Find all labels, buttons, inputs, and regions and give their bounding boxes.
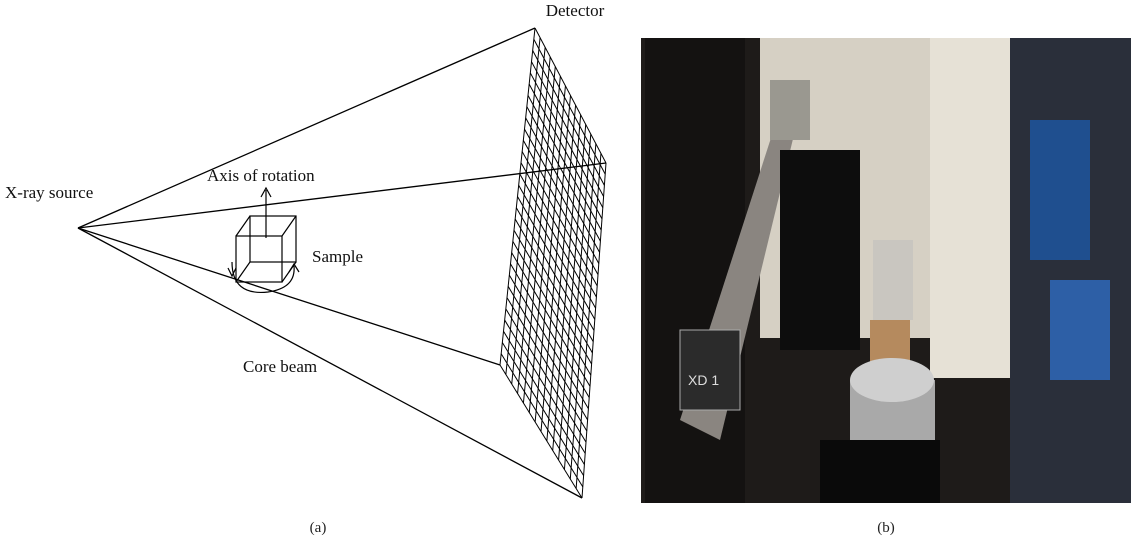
grid-line [527, 107, 601, 242]
grid-line [534, 39, 605, 174]
grid-line [528, 95, 601, 230]
grid-line [516, 208, 593, 342]
beam-label: Core beam [243, 357, 317, 376]
beam-edge [78, 228, 500, 365]
grid-line [525, 129, 599, 263]
grid-line [511, 264, 590, 398]
grid-line [509, 275, 588, 409]
source-label: X-ray source [5, 183, 93, 202]
grid-line [521, 163, 596, 297]
grid-line [532, 62, 604, 197]
grid-line [508, 286, 587, 419]
grid-line [512, 253, 590, 387]
panel-caption: (a) [310, 520, 327, 536]
sample-label: Sample [312, 247, 363, 266]
photo-plate-label: XD 1 [688, 372, 719, 388]
rotation-axis [228, 188, 299, 292]
detector-grid [500, 28, 606, 498]
grid-line [530, 73, 602, 208]
grid-line [518, 197, 595, 331]
detector-label: Detector [546, 1, 605, 20]
panel-caption: (b) [877, 520, 895, 536]
grid-line [535, 28, 606, 163]
grid-line [523, 140, 598, 274]
grid-line [504, 331, 585, 464]
grid-line [505, 320, 586, 453]
grid-line [533, 50, 605, 185]
grid-line [522, 152, 597, 286]
grid-line [529, 84, 602, 219]
grid-line [514, 230, 592, 364]
grid-line [500, 365, 582, 498]
grid-line [515, 219, 592, 353]
axis-label: Axis of rotation [207, 166, 315, 185]
grid-line [507, 298, 587, 431]
grid-line [506, 309, 586, 442]
grid-line [519, 185, 595, 319]
grid-line [526, 118, 600, 252]
beam-edge [78, 28, 535, 228]
grid-line [502, 343, 583, 476]
photo-b: XD 1 [641, 38, 1131, 503]
grid-line [501, 354, 583, 487]
grid-line [513, 241, 591, 375]
figure: Detector X-ray source Axis of rotation S… [0, 0, 1131, 547]
grid-line [520, 174, 596, 308]
